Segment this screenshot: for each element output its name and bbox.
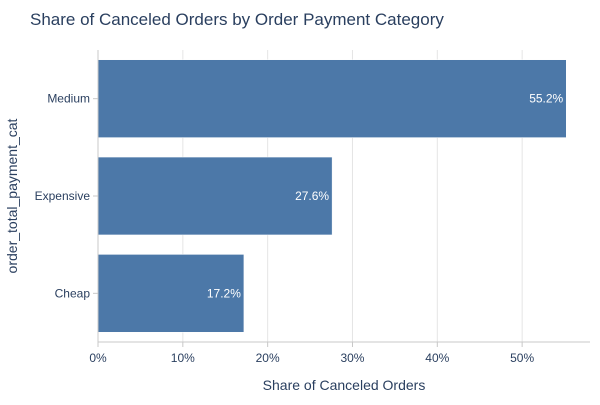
chart-title: Share of Canceled Orders by Order Paymen… (30, 10, 444, 29)
x-tick-label: 40% (425, 351, 449, 365)
bar-expensive (97, 156, 333, 236)
category-label: Expensive (35, 189, 91, 203)
x-tick-label: 10% (171, 351, 195, 365)
labels: 0% 10% 20% 30% 40% 50% Medium 55.2% Expensive 27.… (35, 92, 564, 365)
bar-medium (97, 59, 567, 138)
category-label: Medium (47, 92, 90, 106)
x-tick-label: 20% (256, 351, 280, 365)
value-label: 17.2% (207, 286, 241, 300)
x-tick-label: 0% (89, 351, 107, 365)
y-axis-title: order_total_payment_cat (4, 118, 20, 273)
axes (93, 50, 590, 347)
value-label: 27.6% (295, 189, 329, 203)
x-axis-title: Share of Canceled Orders (263, 377, 426, 393)
value-label: 55.2% (529, 92, 563, 106)
x-tick-label: 30% (340, 351, 364, 365)
x-tick-label: 50% (510, 351, 534, 365)
category-label: Cheap (55, 286, 91, 300)
bars (97, 59, 567, 333)
